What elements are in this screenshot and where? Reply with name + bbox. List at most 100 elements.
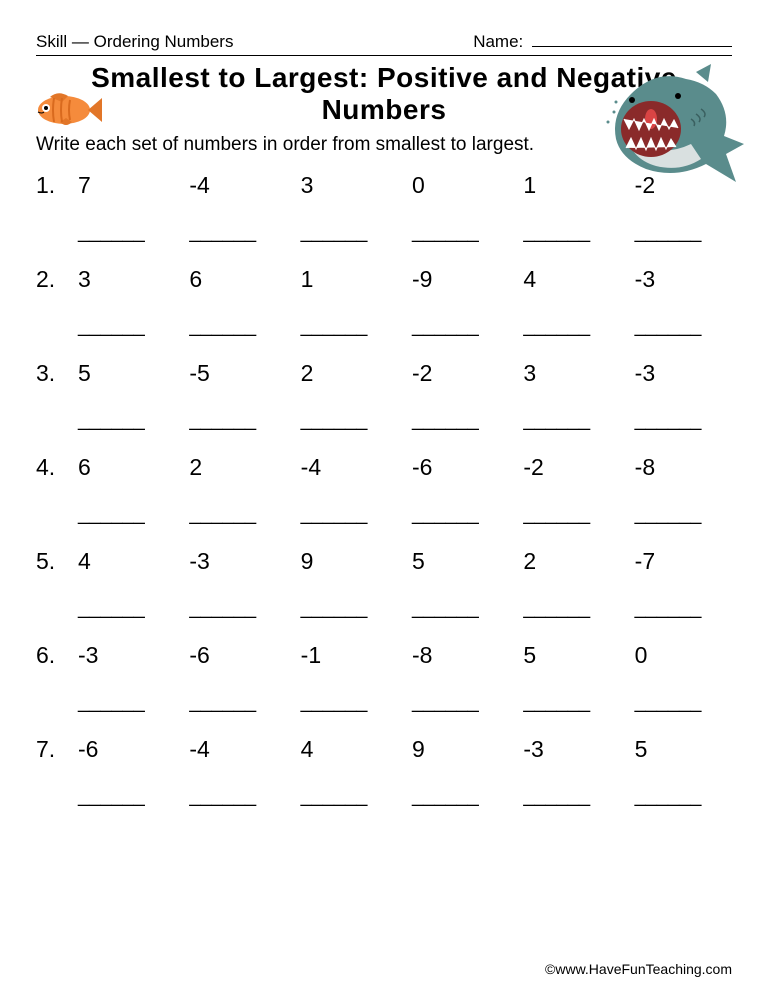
answer-blank[interactable]: ______ [189, 316, 286, 336]
problem-index: 6. [36, 642, 64, 669]
problem: 2.361-94-3______________________________… [36, 266, 732, 344]
given-value: -4 [189, 172, 286, 199]
answer-blank[interactable]: ______ [635, 786, 732, 806]
answer-blank[interactable]: ______ [523, 598, 620, 618]
answer-blank[interactable]: ______ [78, 410, 175, 430]
given-value: 6 [78, 454, 175, 481]
answer-blank[interactable]: ______ [78, 222, 175, 242]
answer-blank[interactable]: ______ [412, 504, 509, 524]
problem-index: 7. [36, 736, 64, 763]
given-value: -3 [78, 642, 175, 669]
problem-values-row: 2.361-94-3 [36, 266, 732, 298]
problem-index: 4. [36, 454, 64, 481]
answer-blank[interactable]: ______ [635, 692, 732, 712]
problem: 6.-3-6-1-850____________________________… [36, 642, 732, 720]
given-value: -8 [635, 454, 732, 481]
given-value: 5 [523, 642, 620, 669]
answer-blank[interactable]: ______ [189, 504, 286, 524]
answer-blanks-row: ______ ______ ______ ______ ______ ______ [36, 598, 732, 626]
name-field: Name: [473, 32, 732, 52]
problems-container: 1.7-4301-2______________________________… [36, 172, 732, 814]
given-value: -3 [635, 266, 732, 293]
answer-blanks-row: ______ ______ ______ ______ ______ ______ [36, 222, 732, 250]
answer-blank[interactable]: ______ [301, 222, 398, 242]
given-value: 4 [78, 548, 175, 575]
answer-blank[interactable]: ______ [189, 598, 286, 618]
answer-blank[interactable]: ______ [635, 410, 732, 430]
answer-blank[interactable]: ______ [635, 504, 732, 524]
answer-blanks-row: ______ ______ ______ ______ ______ ______ [36, 410, 732, 438]
answer-blank[interactable]: ______ [412, 598, 509, 618]
given-value: -2 [523, 454, 620, 481]
given-value: 7 [78, 172, 175, 199]
answer-blank[interactable]: ______ [301, 316, 398, 336]
problem-index: 1. [36, 172, 64, 199]
given-value: 5 [412, 548, 509, 575]
shark-icon [596, 64, 746, 194]
given-value: 9 [301, 548, 398, 575]
answer-blank[interactable]: ______ [189, 692, 286, 712]
given-value: -7 [635, 548, 732, 575]
answer-blank[interactable]: ______ [412, 410, 509, 430]
answer-blank[interactable]: ______ [523, 222, 620, 242]
answer-blank[interactable]: ______ [189, 410, 286, 430]
given-value: -3 [523, 736, 620, 763]
given-value: -9 [412, 266, 509, 293]
problem-index: 5. [36, 548, 64, 575]
answer-blank[interactable]: ______ [523, 410, 620, 430]
answer-blank[interactable]: ______ [635, 598, 732, 618]
given-value: -2 [412, 360, 509, 387]
answer-blank[interactable]: ______ [412, 222, 509, 242]
given-value: -4 [189, 736, 286, 763]
answer-blank[interactable]: ______ [301, 410, 398, 430]
given-value: 1 [301, 266, 398, 293]
answer-blank[interactable]: ______ [523, 316, 620, 336]
answer-blanks-row: ______ ______ ______ ______ ______ ______ [36, 786, 732, 814]
given-value: 3 [301, 172, 398, 199]
answer-blank[interactable]: ______ [78, 316, 175, 336]
problem-index: 3. [36, 360, 64, 387]
given-value: 5 [635, 736, 732, 763]
answer-blank[interactable]: ______ [189, 222, 286, 242]
name-blank-line[interactable] [532, 46, 732, 47]
answer-blank[interactable]: ______ [189, 786, 286, 806]
given-value: 0 [412, 172, 509, 199]
answer-blank[interactable]: ______ [301, 504, 398, 524]
given-value: -6 [412, 454, 509, 481]
given-value: -1 [301, 642, 398, 669]
answer-blank[interactable]: ______ [78, 786, 175, 806]
answer-blank[interactable]: ______ [78, 598, 175, 618]
answer-blank[interactable]: ______ [301, 598, 398, 618]
answer-blank[interactable]: ______ [412, 316, 509, 336]
skill-value: Ordering Numbers [94, 32, 234, 51]
answer-blank[interactable]: ______ [635, 222, 732, 242]
given-value: 0 [635, 642, 732, 669]
given-value: -8 [412, 642, 509, 669]
answer-blank[interactable]: ______ [523, 504, 620, 524]
given-value: 2 [189, 454, 286, 481]
problem: 3.5-52-23-3_____________________________… [36, 360, 732, 438]
name-label: Name: [473, 32, 523, 51]
answer-blank[interactable]: ______ [523, 786, 620, 806]
header-bar: Skill — Ordering Numbers Name: [36, 32, 732, 56]
skill-dash: — [72, 32, 89, 51]
given-value: -5 [189, 360, 286, 387]
problem: 5.4-3952-7______________________________… [36, 548, 732, 626]
given-value: -6 [78, 736, 175, 763]
given-value: 2 [523, 548, 620, 575]
answer-blank[interactable]: ______ [301, 692, 398, 712]
answer-blanks-row: ______ ______ ______ ______ ______ ______ [36, 504, 732, 532]
answer-blank[interactable]: ______ [78, 692, 175, 712]
problem-values-row: 7.-6-449-35 [36, 736, 732, 768]
answer-blank[interactable]: ______ [78, 504, 175, 524]
answer-blank[interactable]: ______ [301, 786, 398, 806]
answer-blank[interactable]: ______ [523, 692, 620, 712]
answer-blank[interactable]: ______ [635, 316, 732, 336]
problem: 7.-6-449-35_____________________________… [36, 736, 732, 814]
answer-blank[interactable]: ______ [412, 786, 509, 806]
given-value: -3 [189, 548, 286, 575]
answer-blanks-row: ______ ______ ______ ______ ______ ______ [36, 316, 732, 344]
answer-blank[interactable]: ______ [412, 692, 509, 712]
given-value: 3 [523, 360, 620, 387]
answer-blanks-row: ______ ______ ______ ______ ______ ______ [36, 692, 732, 720]
